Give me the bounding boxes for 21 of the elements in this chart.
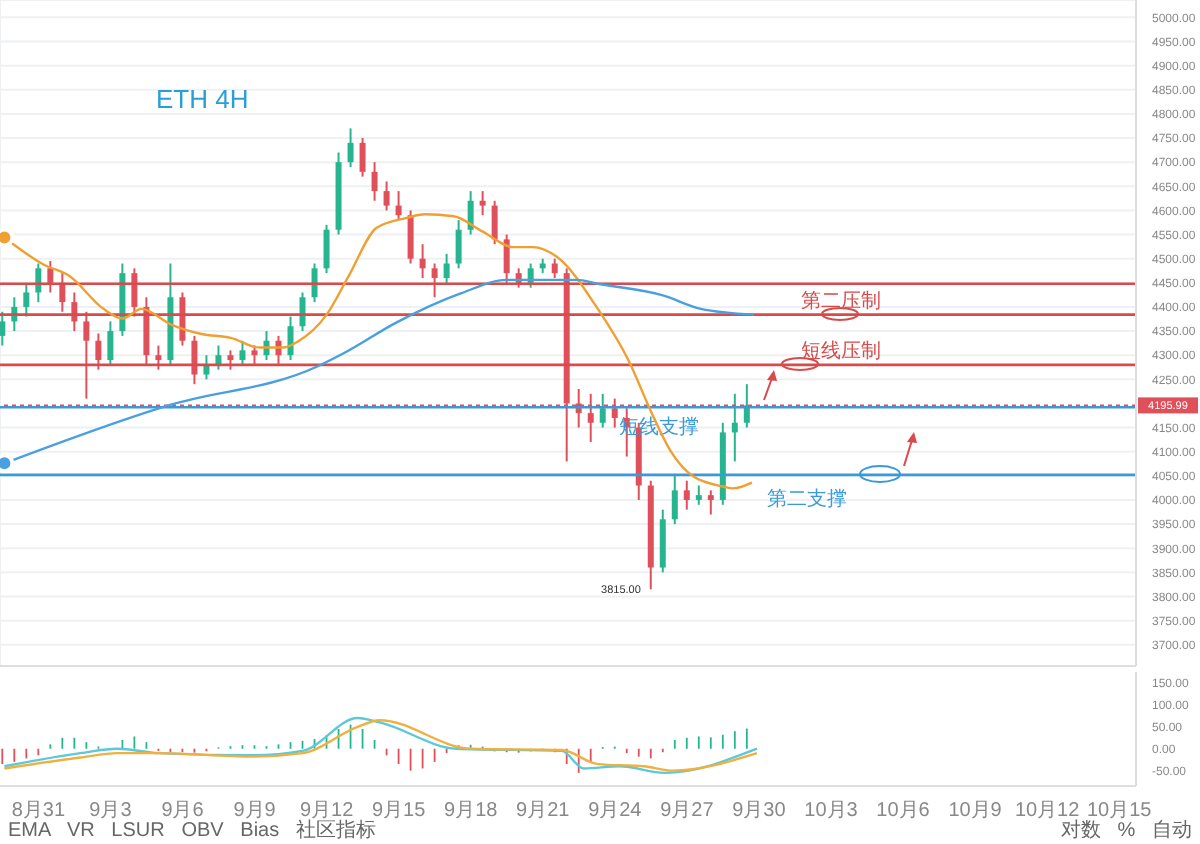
x-tick-label: 9月27 [660,800,715,823]
text: 对数 % 自动 [1060,820,1192,844]
x-tick-label: 10月3 [804,800,859,823]
x-tick-label: 10月9 [948,800,1003,823]
x-tick-label: 9月18 [444,800,499,823]
x-tick-label: 9月9 [233,800,277,823]
x-tick-label: 9月21 [516,800,571,823]
ref-line-label: 第二支撑 [766,486,847,511]
x-tick-label: 10月15 [1086,800,1153,823]
x-tick-label: 9月24 [588,800,643,823]
x-tick-label: 9月3 [89,800,133,823]
x-tick-label: 8月31 [11,800,66,823]
x-tick-label: 9月12 [299,800,355,823]
x-tick-label: 10月6 [876,800,931,823]
ref-line-label: 第二压制 [800,288,881,313]
x-tick-label: 9月6 [161,800,205,823]
text: ETH 4H [156,84,249,114]
text: EMA VR LSUR OBV Bias 社区指标 [8,820,376,844]
x-tick-label: 9月30 [732,800,787,823]
ref-line-label: 短线压制 [800,338,881,363]
x-tick-label: 9月15 [371,800,427,823]
